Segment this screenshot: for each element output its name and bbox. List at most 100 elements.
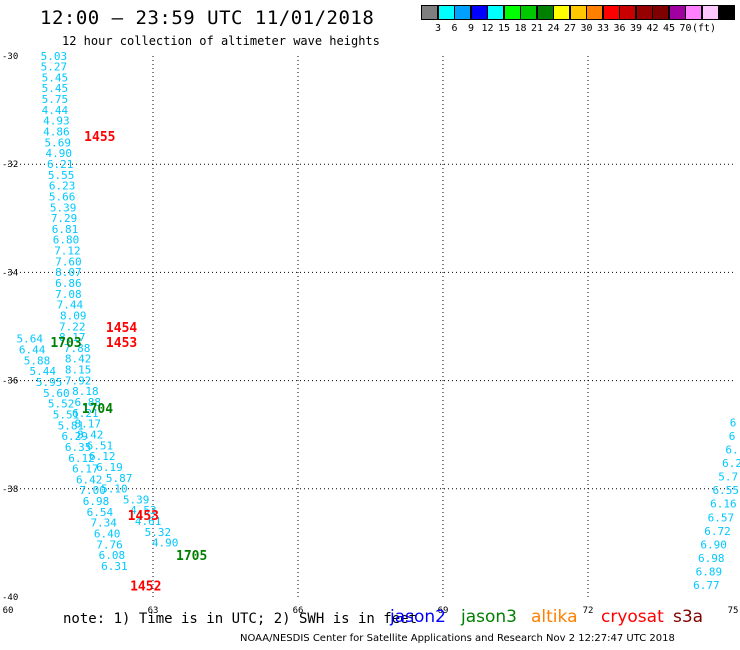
- swh-value: 6.98: [83, 495, 110, 508]
- swh-value: 6.35: [65, 441, 92, 454]
- legend-swatch: [718, 5, 735, 20]
- x-tick-label: 63: [148, 606, 159, 616]
- x-tick-label: 66: [293, 606, 304, 616]
- swh-value: 6.31: [101, 560, 128, 573]
- time-label: 1703: [50, 336, 81, 351]
- page-title: 12:00 – 23:59 UTC 11/01/2018: [40, 7, 375, 29]
- legend-label: 24: [547, 23, 560, 34]
- swh-value: 7.92: [65, 374, 92, 387]
- legend-label: 45: [662, 23, 676, 34]
- legend-label: 70: [679, 23, 692, 34]
- swh-value: 6: [730, 417, 737, 430]
- swh-value: 6.42: [76, 473, 103, 486]
- y-tick-label: -38: [2, 485, 18, 495]
- swh-value: 6.17: [72, 463, 99, 476]
- swh-value: 4.86: [43, 126, 70, 139]
- swh-value: 5.51: [53, 408, 80, 421]
- sat-s3a: s3a: [673, 607, 704, 627]
- swh-value: 5.32: [145, 526, 172, 539]
- swh-value: 4.93: [43, 115, 70, 128]
- y-tick-label: -30: [2, 52, 18, 62]
- swh-value: 8.17: [75, 418, 102, 431]
- swh-value: 4.44: [42, 104, 69, 117]
- legend-label: 21: [530, 23, 544, 34]
- swh-value: 5.60: [43, 387, 70, 400]
- legend-label: 9: [467, 23, 475, 34]
- swh-value: 8.15: [65, 364, 92, 377]
- swh-value: 6.81: [52, 223, 79, 236]
- swh-value: 5.44: [30, 365, 57, 378]
- x-tick-label: 72: [583, 606, 594, 616]
- swh-value: 8.18: [72, 385, 99, 398]
- swh-value: 8.09: [60, 309, 87, 322]
- swh-value: 5.27: [41, 61, 68, 74]
- legend-label: 39: [629, 23, 643, 34]
- swh-value: 5.39: [123, 493, 150, 506]
- swh-value: 4.53: [130, 504, 157, 517]
- swh-value: 6.54: [87, 506, 114, 519]
- swh-value: 8.42: [65, 353, 92, 366]
- swh-value: 7.22: [59, 320, 86, 333]
- swh-value: 8.17: [59, 331, 86, 344]
- legend-label: 15: [497, 23, 511, 34]
- swh-value: 5.81: [58, 419, 85, 432]
- swh-value: 7.44: [57, 299, 84, 312]
- swh-value: 5.55: [48, 169, 75, 182]
- swh-value: 7.60: [55, 255, 82, 268]
- page-subtitle: 12 hour collection of altimeter wave hei…: [62, 34, 380, 48]
- swh-value: 6.08: [99, 549, 126, 562]
- swh-value: 6.2: [722, 457, 740, 470]
- swh-value: 5.87: [106, 472, 133, 485]
- swh-value: 6.86: [55, 277, 82, 290]
- footer-note: note: 1) Time is in UTC; 2) SWH is in fe…: [63, 611, 418, 627]
- swh-value: 7.29: [51, 212, 78, 225]
- swh-value: 6.98: [698, 552, 725, 565]
- legend-label: 18: [514, 23, 527, 34]
- swh-value: 6.40: [94, 527, 121, 540]
- time-label: 1453: [106, 336, 137, 351]
- legend-label: 30: [580, 23, 593, 34]
- legend-label: (ft): [692, 23, 717, 34]
- y-tick-label: -32: [2, 160, 18, 170]
- swh-value: 5.39: [50, 201, 77, 214]
- time-label: 1452: [130, 580, 161, 595]
- swh-value: 5.95: [36, 376, 63, 389]
- swh-value: 4.90: [46, 147, 73, 160]
- swh-value: 7.12: [54, 245, 81, 258]
- swh-value: 6.44: [19, 344, 46, 357]
- swh-value: 6.77: [693, 579, 720, 592]
- swh-value: 6.21: [72, 407, 99, 420]
- legend-label: 12: [481, 23, 494, 34]
- x-tick-label: 75: [728, 606, 739, 616]
- time-label: 1705: [176, 549, 207, 564]
- swh-value: 6.55: [713, 484, 740, 497]
- swh-value: 7.88: [64, 342, 91, 355]
- y-tick-label: -34: [2, 268, 18, 278]
- y-tick-label: -40: [2, 593, 18, 603]
- credit-line: NOAA/NESDIS Center for Satellite Applica…: [240, 633, 675, 644]
- x-tick-label: 60: [3, 606, 14, 616]
- swh-value: 7.76: [96, 538, 123, 551]
- sat-altika: altika: [531, 607, 578, 627]
- y-tick-label: -36: [2, 377, 18, 387]
- swh-value: 6.89: [696, 565, 723, 578]
- swh-value: 6.29: [61, 430, 88, 443]
- swh-value: 5.45: [42, 71, 69, 84]
- swh-value: 6.21: [47, 158, 74, 171]
- legend-label: 3: [434, 23, 442, 34]
- swh-value: 4.61: [135, 515, 162, 528]
- swh-value: 5.69: [45, 136, 72, 149]
- swh-value: 6.57: [708, 511, 735, 524]
- swh-value: 5.7: [718, 471, 738, 484]
- time-label: 1454: [106, 321, 137, 336]
- sat-jason2: jason2: [390, 607, 446, 627]
- sat-cryosat: cryosat: [601, 607, 664, 627]
- swh-value: 6.51: [87, 439, 114, 452]
- swh-value: 8.42: [77, 428, 104, 441]
- swh-value: 6.12: [68, 452, 95, 465]
- sat-jason3: jason3: [461, 607, 517, 627]
- swh-value: 5.10: [101, 483, 128, 496]
- swh-value: 7.00: [79, 484, 106, 497]
- swh-value: 6.: [725, 444, 738, 457]
